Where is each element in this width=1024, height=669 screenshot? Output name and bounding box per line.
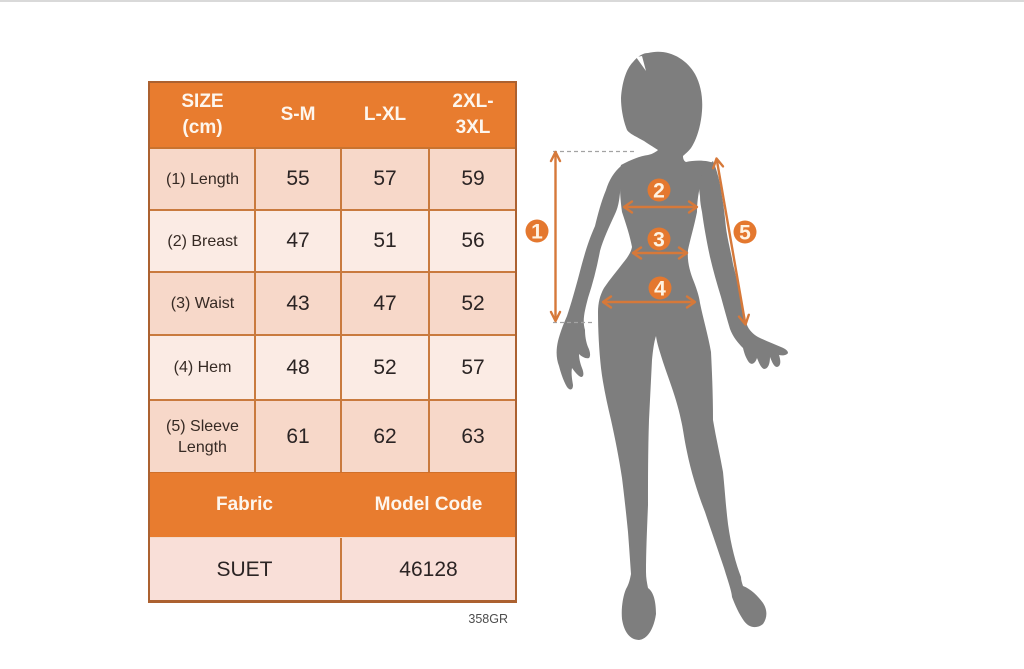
svg-text:2: 2 [653, 180, 665, 203]
svg-text:3: 3 [653, 229, 665, 252]
svg-text:1: 1 [531, 221, 543, 244]
svg-text:4: 4 [654, 278, 666, 301]
svg-text:5: 5 [739, 222, 751, 245]
